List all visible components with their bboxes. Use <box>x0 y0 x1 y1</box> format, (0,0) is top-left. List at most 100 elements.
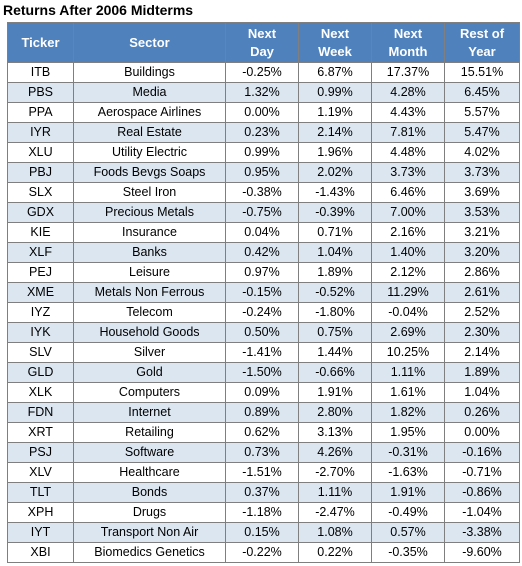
cell-next-week: 1.89% <box>298 262 372 283</box>
cell-next-day: -0.24% <box>225 302 299 323</box>
cell-next-week: 0.71% <box>298 222 372 243</box>
cell-sector: Leisure <box>73 262 226 283</box>
table-row: IYR Real Estate 0.23% 2.14% 7.81% 5.47% <box>7 122 520 143</box>
cell-next-day: -0.75% <box>225 202 299 223</box>
cell-next-month: 7.00% <box>371 202 445 223</box>
column-header-next-day: Next Day <box>225 22 299 63</box>
cell-sector: Drugs <box>73 502 226 523</box>
cell-sector: Silver <box>73 342 226 363</box>
cell-rest-of-year: 4.02% <box>444 142 520 163</box>
table-row: IYZ Telecom -0.24% -1.80% -0.04% 2.52% <box>7 302 520 323</box>
table-row: XLK Computers 0.09% 1.91% 1.61% 1.04% <box>7 382 520 403</box>
cell-next-month: 2.12% <box>371 262 445 283</box>
cell-next-week: -2.47% <box>298 502 372 523</box>
cell-next-week: -0.66% <box>298 362 372 383</box>
cell-next-day: 0.99% <box>225 142 299 163</box>
cell-sector: Utility Electric <box>73 142 226 163</box>
cell-rest-of-year: 3.20% <box>444 242 520 263</box>
cell-next-month: -0.04% <box>371 302 445 323</box>
cell-sector: Healthcare <box>73 462 226 483</box>
cell-next-month: 1.11% <box>371 362 445 383</box>
cell-ticker: XLV <box>7 462 74 483</box>
cell-next-month: -0.31% <box>371 442 445 463</box>
cell-sector: Precious Metals <box>73 202 226 223</box>
cell-next-week: 6.87% <box>298 62 372 83</box>
cell-rest-of-year: -0.16% <box>444 442 520 463</box>
column-header-line: Week <box>318 43 352 59</box>
cell-next-month: -0.49% <box>371 502 445 523</box>
cell-next-day: -1.50% <box>225 362 299 383</box>
cell-ticker: XRT <box>7 422 74 443</box>
cell-next-month: 1.82% <box>371 402 445 423</box>
cell-next-day: -1.41% <box>225 342 299 363</box>
column-header-line: Next <box>320 25 350 41</box>
column-header-line: Year <box>468 43 496 59</box>
column-header-ticker: Ticker <box>7 22 74 63</box>
cell-ticker: XBI <box>7 542 74 563</box>
table-body: ITB Buildings -0.25% 6.87% 17.37% 15.51% PBS Me… <box>7 62 520 563</box>
table-row: PSJ Software 0.73% 4.26% -0.31% -0.16% <box>7 442 520 463</box>
cell-next-month: -0.35% <box>371 542 445 563</box>
cell-sector: Media <box>73 82 226 103</box>
cell-sector: Metals Non Ferrous <box>73 282 226 303</box>
column-header-next-month: Next Month <box>371 22 445 63</box>
cell-sector: Real Estate <box>73 122 226 143</box>
table-row: IYK Household Goods 0.50% 0.75% 2.69% 2.30% <box>7 322 520 343</box>
cell-rest-of-year: 3.53% <box>444 202 520 223</box>
column-header-line: Month <box>388 43 428 59</box>
cell-next-week: 0.99% <box>298 82 372 103</box>
cell-next-month: 6.46% <box>371 182 445 203</box>
table-row: XLF Banks 0.42% 1.04% 1.40% 3.20% <box>7 242 520 263</box>
cell-next-day: 0.23% <box>225 122 299 143</box>
cell-rest-of-year: 2.86% <box>444 262 520 283</box>
cell-ticker: PSJ <box>7 442 74 463</box>
cell-next-day: 0.50% <box>225 322 299 343</box>
table-row: FDN Internet 0.89% 2.80% 1.82% 0.26% <box>7 402 520 423</box>
cell-sector: Internet <box>73 402 226 423</box>
table-row: TLT Bonds 0.37% 1.11% 1.91% -0.86% <box>7 482 520 503</box>
cell-ticker: IYZ <box>7 302 74 323</box>
column-header-line: Day <box>250 43 274 59</box>
cell-next-month: -1.63% <box>371 462 445 483</box>
cell-ticker: IYT <box>7 522 74 543</box>
cell-sector: Bonds <box>73 482 226 503</box>
cell-next-week: 1.91% <box>298 382 372 403</box>
cell-rest-of-year: 2.52% <box>444 302 520 323</box>
cell-sector: Gold <box>73 362 226 383</box>
table-row: IYT Transport Non Air 0.15% 1.08% 0.57% -3.38… <box>7 522 520 543</box>
cell-next-month: 1.40% <box>371 242 445 263</box>
cell-next-day: 0.37% <box>225 482 299 503</box>
cell-next-month: 4.48% <box>371 142 445 163</box>
cell-next-day: 0.62% <box>225 422 299 443</box>
cell-sector: Retailing <box>73 422 226 443</box>
cell-next-week: 1.11% <box>298 482 372 503</box>
cell-next-day: -0.38% <box>225 182 299 203</box>
cell-next-day: -0.22% <box>225 542 299 563</box>
cell-sector: Aerospace Airlines <box>73 102 226 123</box>
cell-next-week: 2.80% <box>298 402 372 423</box>
cell-rest-of-year: 2.61% <box>444 282 520 303</box>
table-row: ITB Buildings -0.25% 6.87% 17.37% 15.51% <box>7 62 520 83</box>
cell-rest-of-year: 0.26% <box>444 402 520 423</box>
cell-sector: Insurance <box>73 222 226 243</box>
cell-next-day: 0.97% <box>225 262 299 283</box>
column-header-line: Rest of <box>459 25 505 41</box>
cell-sector: Banks <box>73 242 226 263</box>
cell-next-week: -1.80% <box>298 302 372 323</box>
cell-sector: Foods Bevgs Soaps <box>73 162 226 183</box>
cell-sector: Transport Non Air <box>73 522 226 543</box>
cell-ticker: SLX <box>7 182 74 203</box>
column-header-line: Next <box>247 25 277 41</box>
cell-rest-of-year: 6.45% <box>444 82 520 103</box>
cell-next-day: 0.00% <box>225 102 299 123</box>
cell-ticker: TLT <box>7 482 74 503</box>
cell-next-month: 1.95% <box>371 422 445 443</box>
column-header-sector: Sector <box>73 22 226 63</box>
cell-next-day: -0.15% <box>225 282 299 303</box>
cell-rest-of-year: 3.21% <box>444 222 520 243</box>
table-row: XPH Drugs -1.18% -2.47% -0.49% -1.04% <box>7 502 520 523</box>
cell-next-week: 1.19% <box>298 102 372 123</box>
cell-next-day: 0.73% <box>225 442 299 463</box>
table-row: XRT Retailing 0.62% 3.13% 1.95% 0.00% <box>7 422 520 443</box>
cell-next-week: 3.13% <box>298 422 372 443</box>
